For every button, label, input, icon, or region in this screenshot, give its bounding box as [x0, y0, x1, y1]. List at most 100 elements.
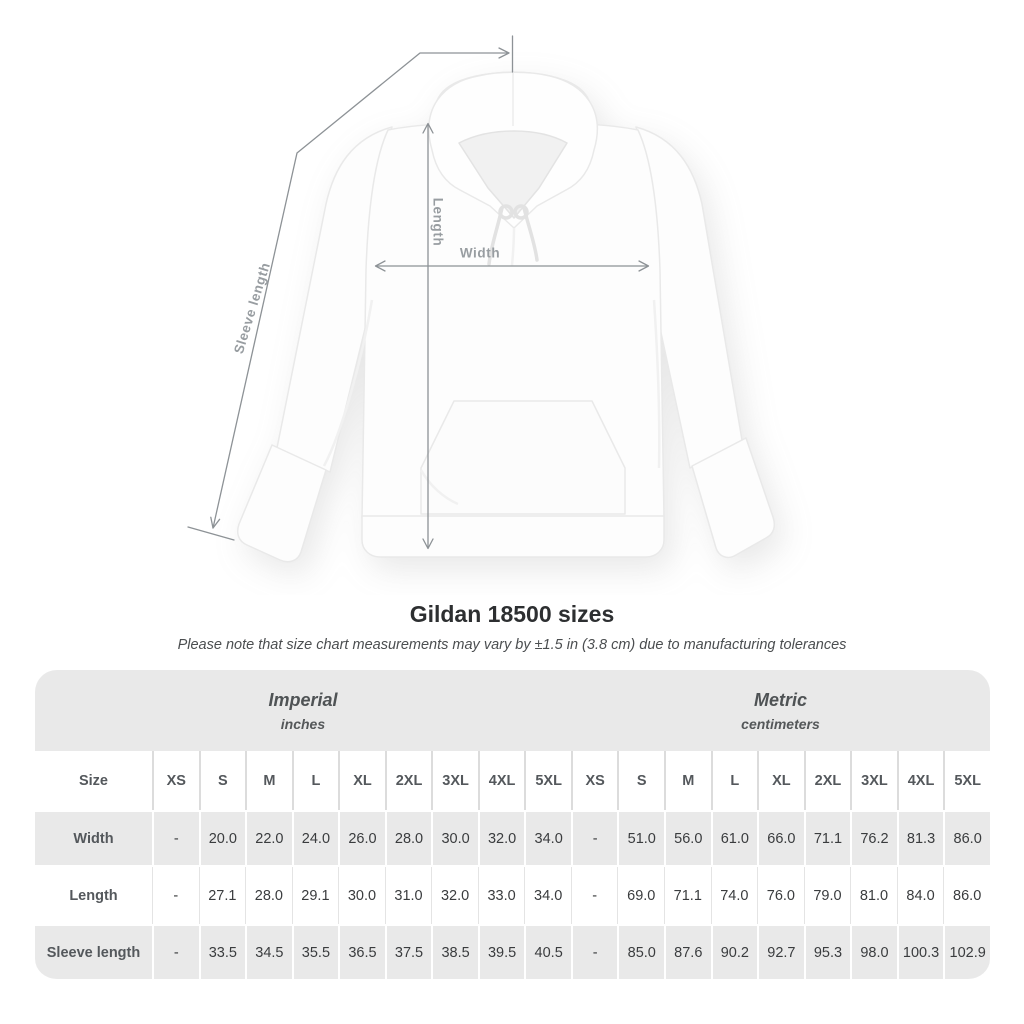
sleeve-length-arrowhead-top — [498, 47, 510, 59]
cuff-tick — [187, 526, 235, 541]
metric-units-header: Metric centimeters — [570, 670, 990, 751]
measurement-value-cell: 31.0 — [384, 867, 432, 924]
measurement-value-cell: 33.0 — [477, 867, 525, 924]
measurement-value-cell: 28.0 — [384, 810, 432, 867]
hoodie-kangaroo-pocket — [420, 400, 626, 515]
imperial-label: Imperial — [268, 689, 338, 710]
measurement-value-cell: 33.5 — [198, 924, 246, 981]
measurement-value-cell: 95.3 — [803, 924, 851, 981]
measurement-value-cell: 51.0 — [617, 810, 665, 867]
size-column-header: XL — [338, 751, 385, 810]
measurement-value-cell: 56.0 — [664, 810, 711, 867]
size-column-header: 2XL — [803, 751, 851, 810]
measurement-row-label: Sleeve length — [35, 924, 152, 981]
size-header-row: Size XS S M L XL 2XL 3XL 4XL 5XL XS S M L XL 2XL 3XL 4XL… — [35, 751, 990, 810]
size-column-header: L — [710, 751, 758, 810]
measurement-value-cell: 76.0 — [757, 867, 804, 924]
units-row: Imperial inches Metric centimeters — [35, 670, 990, 751]
measurement-lines — [187, 35, 650, 550]
measurement-value-cell: 34.5 — [245, 924, 292, 981]
measurement-value-cell: 28.0 — [245, 867, 292, 924]
metric-label: Metric — [753, 689, 807, 710]
measurement-value-cell: 98.0 — [850, 924, 897, 981]
measurement-value-cell: - — [152, 810, 199, 867]
hoodie-drawstrings — [487, 204, 539, 266]
imperial-unit-label: inches — [280, 715, 326, 732]
measurement-value-cell: 30.0 — [338, 867, 385, 924]
size-column-header: 4XL — [896, 751, 944, 810]
length-arrowhead-down — [422, 538, 434, 550]
measurement-value-cell: 100.3 — [896, 924, 944, 981]
size-column-header: XS — [152, 751, 199, 810]
size-column-header: L — [291, 751, 339, 810]
size-column-header: 5XL — [524, 751, 571, 810]
size-chart-table: Imperial inches Metric centimeters Size … — [35, 670, 990, 981]
measurement-value-cell: 85.0 — [617, 924, 665, 981]
measurement-value-cell: 34.0 — [524, 867, 571, 924]
size-column-header: S — [198, 751, 246, 810]
length-label: Length — [430, 197, 446, 247]
hoodie-illustration — [187, 35, 776, 563]
size-column-header: 3XL — [850, 751, 897, 810]
measurement-row: Length -27.1 28.0 29.1 30.0 31.0 32.0 33.0 34.0-… — [35, 867, 990, 924]
measurement-value-cell: 29.1 — [291, 867, 339, 924]
measurement-value-cell: 32.0 — [431, 867, 478, 924]
measurement-value-cell: 87.6 — [664, 924, 711, 981]
measurement-value-cell: 69.0 — [617, 867, 665, 924]
measurement-value-cell: 71.1 — [803, 810, 851, 867]
hoodie-right-cuff — [691, 437, 776, 559]
measurement-value-cell: - — [570, 810, 618, 867]
measurement-value-cell: 92.7 — [757, 924, 804, 981]
measurement-value-cell: 39.5 — [477, 924, 525, 981]
size-column-header: M — [245, 751, 292, 810]
size-column-header: M — [664, 751, 711, 810]
sleeve-length-arrowhead-bottom — [210, 516, 221, 529]
chart-header: Gildan 18500 sizes Please note that size… — [0, 601, 1024, 653]
measurement-value-cell: 81.0 — [850, 867, 897, 924]
measurement-value-cell: - — [152, 867, 199, 924]
size-column-title: Size — [35, 751, 152, 810]
size-column-header: 4XL — [477, 751, 525, 810]
hoodie-hem-band — [361, 515, 665, 558]
length-arrowhead-up — [422, 122, 434, 134]
hoodie-left-cuff — [236, 444, 327, 563]
measurement-value-cell: 34.0 — [524, 810, 571, 867]
size-column-header: 5XL — [943, 751, 990, 810]
measurement-value-cell: 81.3 — [896, 810, 944, 867]
width-arrowhead-right — [638, 260, 650, 272]
measurement-value-cell: 24.0 — [291, 810, 339, 867]
fabric-folds — [322, 227, 661, 506]
measurement-rows: Width -20.0 22.0 24.0 26.0 28.0 30.0 32.0 34.0-5… — [35, 810, 990, 981]
measurement-value-cell: 27.1 — [198, 867, 246, 924]
measurement-value-cell: 26.0 — [338, 810, 385, 867]
size-chart: Imperial inches Metric centimeters Size … — [35, 670, 990, 981]
measurement-value-cell: 86.0 — [943, 867, 990, 924]
measurement-value-cell: 35.5 — [291, 924, 339, 981]
measurement-value-cell: 74.0 — [710, 867, 758, 924]
measurement-value-cell: 36.5 — [338, 924, 385, 981]
measurement-row: Sleeve length -33.5 34.5 35.5 36.5 37.5 38.5 39… — [35, 924, 990, 981]
size-column-header: S — [617, 751, 665, 810]
sleeve-length-line — [212, 52, 509, 529]
measurement-value-cell: 76.2 — [850, 810, 897, 867]
measurement-value-cell: 32.0 — [477, 810, 525, 867]
measurement-value-cell: 90.2 — [710, 924, 758, 981]
measurement-value-cell: 61.0 — [710, 810, 758, 867]
hoodie-hood-opening — [458, 130, 568, 219]
width-arrowhead-left — [374, 260, 386, 272]
imperial-units-header: Imperial inches — [35, 670, 571, 751]
measurement-value-cell: 102.9 — [943, 924, 990, 981]
measurement-value-cell: 84.0 — [896, 867, 944, 924]
measurement-value-cell: 40.5 — [524, 924, 571, 981]
measurement-row-label: Width — [35, 810, 152, 867]
measurement-value-cell: 37.5 — [384, 924, 432, 981]
size-column-header: 2XL — [384, 751, 432, 810]
tolerance-note: Please note that size chart measurements… — [177, 637, 847, 653]
hoodie-measurement-diagram: Sleeve length Length Width — [187, 35, 776, 563]
size-column-header: XL — [757, 751, 804, 810]
hoodie — [236, 71, 776, 563]
size-column-header: 3XL — [431, 751, 478, 810]
measurement-value-cell: - — [570, 924, 618, 981]
measurement-value-cell: 86.0 — [943, 810, 990, 867]
